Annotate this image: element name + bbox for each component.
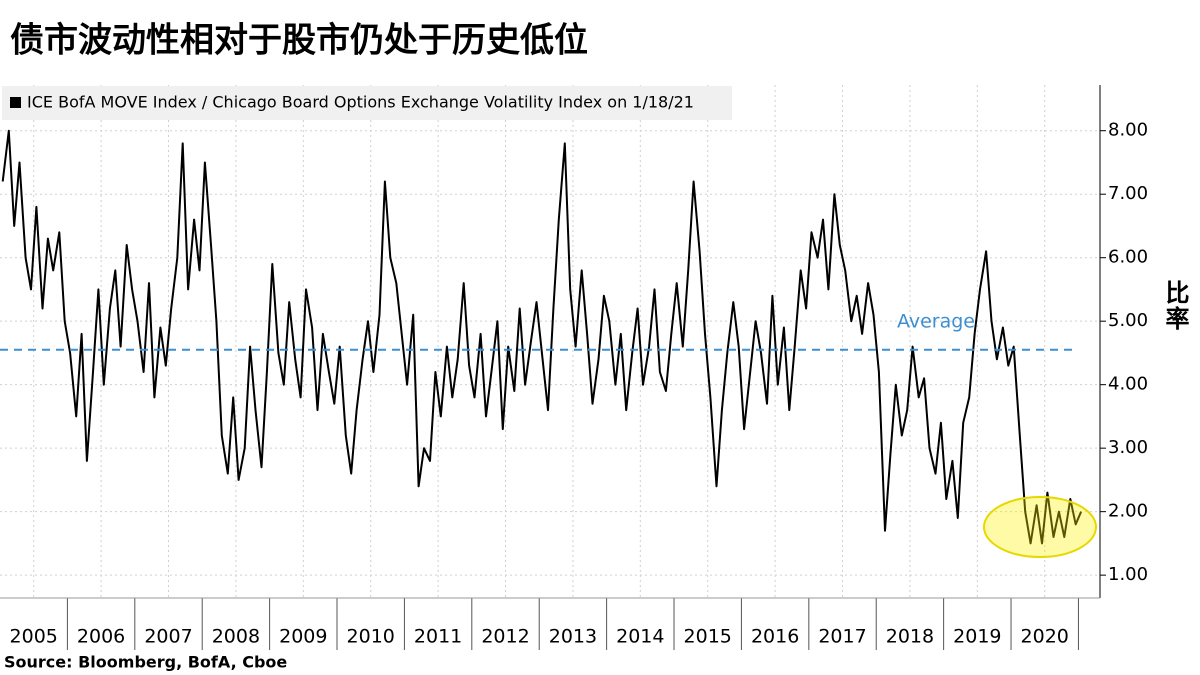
y-tick-label: 8.00 [1108, 120, 1148, 141]
x-tick-label: 2014 [616, 626, 664, 648]
x-tick-label: 2007 [144, 626, 192, 648]
y-tick-label: 1.00 [1108, 564, 1148, 585]
x-tick-label: 2017 [818, 626, 866, 648]
y-tick-label: 6.00 [1108, 247, 1148, 268]
x-tick-label: 2012 [481, 626, 529, 648]
source: Source: Bloomberg, BofA, Cboe [4, 653, 287, 672]
series-line [1, 129, 1083, 545]
y-tick-label: 2.00 [1108, 501, 1148, 522]
highlight [983, 496, 1097, 558]
x-tick-label: 2015 [684, 626, 732, 648]
y-tick-label: 4.00 [1108, 374, 1148, 395]
x-tick-label: 2005 [10, 626, 58, 648]
y-axis-label: 比率 [1161, 280, 1189, 332]
x-tick-label: 2009 [279, 626, 327, 648]
y-tick-label: 5.00 [1108, 310, 1148, 331]
x-tick-label: 2008 [212, 626, 260, 648]
y-tick-label: 7.00 [1108, 183, 1148, 204]
chart-title: 债市波动性相对于股市仍处于历史低位 [10, 21, 588, 61]
legend-label: ICE BofA MOVE Index / Chicago Board Opti… [27, 93, 694, 112]
x-tick-label: 2006 [77, 626, 125, 648]
legend-box [2, 86, 732, 120]
x-tick-label: 2018 [886, 626, 934, 648]
x-tick-label: 2013 [549, 626, 597, 648]
axis-band [0, 598, 1100, 650]
legend-swatch [10, 97, 21, 108]
x-tick-label: 2020 [1021, 626, 1069, 648]
y-tick-label: 3.00 [1108, 437, 1148, 458]
x-tick-label: 2010 [347, 626, 395, 648]
x-tick-label: 2019 [953, 626, 1001, 648]
average-label: Average [897, 310, 975, 332]
x-tick-label: 2011 [414, 626, 462, 648]
x-tick-label: 2016 [751, 626, 799, 648]
